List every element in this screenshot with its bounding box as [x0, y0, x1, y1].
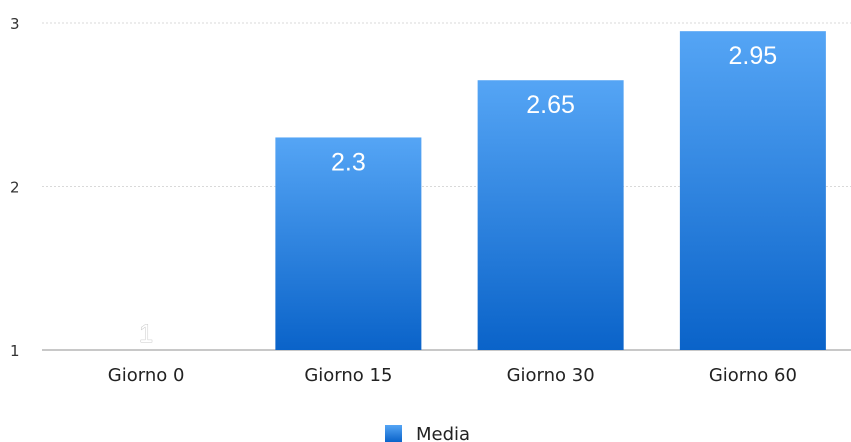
data-label: 1 [139, 320, 153, 348]
bar [477, 80, 624, 350]
y-tick-label: 1 [10, 342, 20, 360]
data-label: 2.3 [331, 148, 366, 176]
y-tick-label: 3 [10, 15, 20, 33]
x-axis: Giorno 0 Giorno 15 Giorno 30 Giorno 60 [108, 365, 797, 386]
data-label: 2.95 [729, 42, 778, 70]
data-label: 2.65 [526, 91, 575, 119]
legend-swatch [385, 425, 402, 442]
x-tick-label: Giorno 30 [507, 365, 595, 386]
data-labels: 1 2.3 2.65 2.95 [139, 42, 777, 348]
y-tick-label: 2 [10, 179, 20, 197]
bars [275, 31, 826, 351]
x-tick-label: Giorno 60 [709, 365, 797, 386]
x-tick-label: Giorno 0 [108, 365, 185, 386]
bar [275, 137, 422, 350]
legend: Media [385, 424, 470, 442]
y-axis: 1 2 3 [10, 15, 20, 360]
x-tick-label: Giorno 15 [304, 365, 392, 386]
legend-label: Media [416, 424, 470, 442]
bar [679, 31, 826, 351]
